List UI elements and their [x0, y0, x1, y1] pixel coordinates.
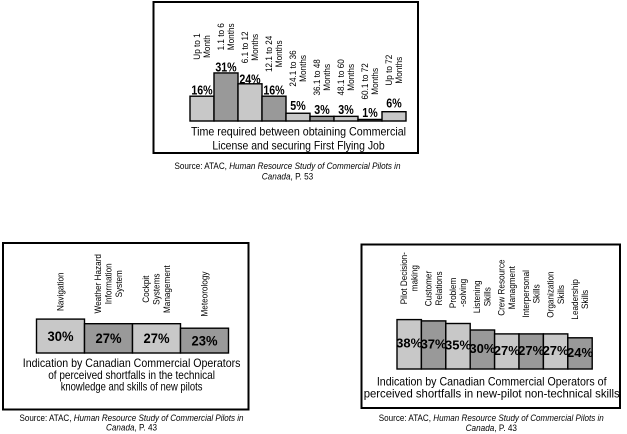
svg-text:knowledge and skills of new pi: knowledge and skills of new pilots: [61, 380, 203, 394]
svg-text:35%: 35%: [445, 338, 471, 353]
svg-text:Months: Months: [346, 64, 357, 91]
svg-text:16%: 16%: [263, 83, 285, 98]
svg-text:27%: 27%: [144, 331, 170, 346]
svg-text:Crew Resource: Crew Resource: [497, 260, 508, 316]
svg-text:Cockpit: Cockpit: [141, 275, 152, 303]
svg-text:Skills: Skills: [483, 287, 494, 306]
svg-text:23%: 23%: [192, 333, 218, 348]
svg-text:Source: ATAC, Human Resource S: Source: ATAC, Human Resource Study of Co…: [175, 161, 401, 171]
svg-text:Source: ATAC, Human Resource S: Source: ATAC, Human Resource Study of Co…: [379, 413, 604, 423]
svg-text:27%: 27%: [543, 343, 569, 358]
svg-text:Leadership: Leadership: [570, 279, 581, 319]
svg-text:Months: Months: [322, 64, 333, 91]
svg-text:36.1 to 48: 36.1 to 48: [312, 59, 323, 95]
svg-text:3%: 3%: [338, 102, 354, 117]
svg-text:Listening: Listening: [472, 280, 483, 313]
svg-text:37%: 37%: [421, 336, 447, 351]
svg-text:6.1 to 12: 6.1 to 12: [240, 31, 251, 63]
svg-text:Skills: Skills: [531, 284, 542, 303]
svg-text:Canada, P. 43: Canada, P. 43: [466, 423, 517, 433]
svg-text:Problem: Problem: [448, 278, 459, 308]
svg-text:making: making: [409, 265, 420, 291]
svg-text:Months: Months: [250, 34, 261, 61]
svg-text:Months: Months: [274, 40, 285, 67]
svg-text:24.1 to 36: 24.1 to 36: [288, 50, 299, 86]
svg-text:48.1 to 60: 48.1 to 60: [336, 59, 347, 95]
svg-text:Interpersonal: Interpersonal: [521, 270, 532, 318]
svg-text:1%: 1%: [362, 105, 378, 120]
svg-text:of perceived shortfalls in the: of perceived shortfalls in the technical: [48, 368, 215, 382]
svg-text:Months: Months: [394, 57, 405, 84]
svg-text:24%: 24%: [567, 345, 593, 360]
svg-text:12.1 to 24: 12.1 to 24: [264, 36, 275, 72]
svg-text:30%: 30%: [469, 341, 495, 356]
svg-text:Indication by Canadian Commerc: Indication by Canadian Commercial Operat…: [23, 356, 241, 370]
svg-text:1.1 to 6: 1.1 to 6: [216, 23, 227, 50]
svg-text:6%: 6%: [386, 96, 402, 111]
svg-text:Up to 72: Up to 72: [384, 55, 395, 86]
svg-text:Organization: Organization: [545, 271, 556, 317]
svg-text:60.1 to 72: 60.1 to 72: [360, 63, 371, 99]
svg-text:27%: 27%: [494, 343, 520, 358]
svg-text:38%: 38%: [396, 336, 422, 351]
svg-text:Canada, P. 43: Canada, P. 43: [106, 422, 157, 432]
svg-text:3%: 3%: [314, 102, 330, 117]
svg-text:Time required between obtainin: Time required between obtaining Commerci…: [191, 125, 406, 139]
svg-text:Relations: Relations: [434, 271, 445, 305]
svg-text:Up to 1: Up to 1: [192, 33, 203, 59]
svg-text:System: System: [114, 270, 125, 297]
svg-text:Information: Information: [104, 263, 115, 304]
svg-text:Meteorology: Meteorology: [200, 271, 211, 316]
svg-text:License and securing First Fly: License and securing First Flying Job: [212, 139, 385, 153]
svg-text:Navigation: Navigation: [56, 272, 67, 311]
svg-text:31%: 31%: [215, 60, 237, 75]
svg-text:Indication by Canadian Commerc: Indication by Canadian Commercial Operat…: [377, 374, 607, 388]
svg-text:Months: Months: [298, 55, 309, 82]
svg-text:Weather Hazard: Weather Hazard: [93, 254, 104, 314]
svg-text:24%: 24%: [239, 71, 261, 86]
svg-text:Customer: Customer: [423, 271, 434, 306]
svg-text:Skills: Skills: [556, 285, 567, 304]
svg-text:Pilot Decision-: Pilot Decision-: [399, 252, 410, 304]
svg-text:27%: 27%: [96, 331, 122, 346]
svg-text:Skills: Skills: [580, 290, 591, 309]
svg-text:Managment: Managment: [507, 266, 518, 309]
svg-text:perceived shortfalls in new-pi: perceived shortfalls in new-pilot non-te…: [364, 387, 620, 401]
svg-text:Systems: Systems: [152, 273, 163, 305]
svg-text:16%: 16%: [191, 83, 213, 98]
svg-text:Source: ATAC, Human Resource S: Source: ATAC, Human Resource Study of Co…: [20, 413, 244, 423]
svg-text:Months: Months: [226, 23, 237, 50]
svg-text:5%: 5%: [290, 98, 306, 113]
svg-text:Months: Months: [370, 68, 381, 95]
svg-text:Month: Month: [202, 35, 213, 58]
svg-text:30%: 30%: [48, 329, 74, 344]
svg-text:Canada, P. 53: Canada, P. 53: [262, 171, 314, 181]
svg-text:-solving: -solving: [458, 279, 469, 307]
svg-text:Management: Management: [162, 265, 173, 313]
svg-text:27%: 27%: [518, 343, 544, 358]
